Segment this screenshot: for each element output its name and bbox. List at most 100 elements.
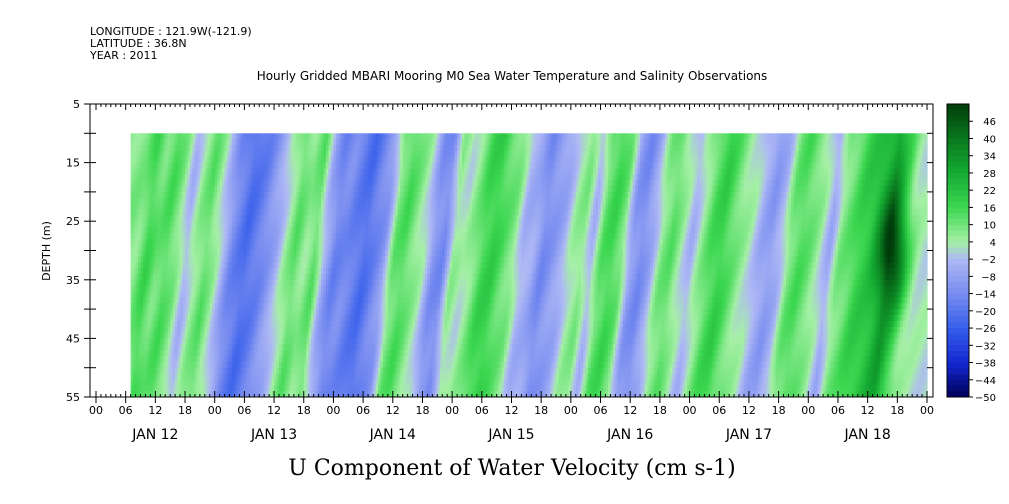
heatmap-cell (286, 238, 290, 246)
heatmap-cell (170, 262, 174, 269)
heatmap-cell (283, 361, 288, 369)
heatmap-cell (244, 262, 248, 269)
heatmap-cell (271, 326, 275, 334)
heatmap-cell (142, 256, 147, 263)
heatmap-cell (232, 314, 236, 322)
heatmap-cell (140, 145, 144, 152)
heatmap-cell (189, 303, 194, 310)
heatmap-cell (172, 350, 176, 357)
heatmap-cell (261, 168, 265, 175)
heatmap-cell (214, 361, 218, 369)
heatmap-cell (147, 350, 152, 357)
heatmap-cell (217, 250, 221, 257)
heatmap-cell (311, 232, 315, 240)
heatmap-cell (241, 209, 245, 216)
heatmap-cell (244, 238, 248, 246)
heatmap-cell (296, 385, 300, 392)
heatmap-cell (269, 367, 273, 375)
heatmap-cell (281, 314, 285, 322)
heatmap-cell (264, 191, 268, 199)
heatmap-cell (279, 150, 283, 158)
heatmap-cell (246, 133, 250, 140)
heatmap-cell (266, 191, 270, 199)
heatmap-cell (244, 373, 248, 381)
heatmap-cell (170, 309, 174, 316)
heatmap-cell (274, 303, 278, 310)
heatmap-cell (286, 320, 290, 328)
heatmap-cell (204, 332, 208, 339)
heatmap-cell (279, 291, 283, 298)
heatmap-cell (244, 227, 248, 234)
heatmap-cell (135, 221, 139, 228)
heatmap-cell (165, 279, 169, 287)
heatmap-cell (130, 338, 134, 345)
heatmap-cell (138, 373, 142, 381)
heatmap-cell (155, 262, 159, 269)
heatmap-cell (214, 145, 218, 152)
heatmap-cell (142, 221, 147, 228)
heatmap-cell (303, 309, 307, 316)
heatmap-cell (187, 139, 191, 146)
heatmap-cell (311, 268, 315, 275)
heatmap-cell (261, 344, 265, 351)
heatmap-cell (276, 197, 280, 205)
heatmap-cell (142, 303, 147, 310)
heatmap-cell (140, 262, 144, 269)
heatmap-cell (207, 256, 211, 263)
heatmap-cell (214, 256, 218, 263)
heatmap-cell (199, 215, 203, 222)
heatmap-cell (256, 232, 260, 240)
heatmap-cell (256, 385, 260, 392)
heatmap-cell (142, 344, 147, 351)
heatmap-cell (214, 139, 218, 146)
heatmap-cell (172, 291, 176, 298)
heatmap-cell (155, 303, 159, 310)
heatmap-cell (306, 309, 310, 316)
heatmap-cell (172, 367, 176, 375)
heatmap-cell (254, 209, 258, 216)
heatmap-cell (229, 361, 233, 369)
heatmap-cell (239, 314, 243, 322)
heatmap-cell (133, 373, 137, 381)
heatmap-cell (209, 373, 213, 381)
heatmap-cell (160, 186, 164, 193)
heatmap-cell (306, 344, 310, 351)
heatmap-cell (207, 139, 211, 146)
heatmap-cell (286, 168, 290, 175)
heatmap-cell (271, 303, 275, 310)
heatmap-cell (175, 273, 179, 281)
heatmap-cell (232, 338, 236, 345)
heatmap-cell (135, 197, 139, 205)
heatmap-cell (301, 227, 305, 234)
heatmap-cell (249, 367, 253, 375)
heatmap-cell (266, 174, 270, 181)
heatmap-cell (192, 326, 196, 334)
heatmap-cell (189, 385, 194, 392)
heatmap-cell (274, 355, 278, 363)
heatmap-cell (249, 250, 253, 257)
heatmap-cell (162, 174, 166, 181)
heatmap-cell (219, 250, 223, 257)
heatmap-cell (249, 174, 253, 181)
heatmap-cell (313, 162, 317, 170)
heatmap-cell (147, 279, 152, 287)
heatmap-cell (246, 291, 250, 298)
heatmap-cell (130, 244, 134, 252)
heatmap-cell (239, 297, 243, 304)
heatmap-cell (180, 203, 184, 211)
heatmap-cell (291, 145, 295, 152)
heatmap-cell (147, 373, 152, 381)
heatmap-cell (182, 250, 186, 257)
heatmap-cell (222, 221, 226, 228)
heatmap-cell (150, 186, 154, 193)
heatmap-cell (313, 326, 317, 334)
heatmap-cell (182, 350, 186, 357)
heatmap-cell (194, 168, 198, 175)
heatmap-cell (214, 391, 218, 397)
heatmap-cell (306, 186, 310, 193)
heatmap-cell (142, 215, 147, 222)
heatmap-cell (202, 174, 206, 181)
heatmap-cell (241, 309, 245, 316)
heatmap-cell (232, 332, 236, 339)
heatmap-cell (301, 133, 305, 140)
